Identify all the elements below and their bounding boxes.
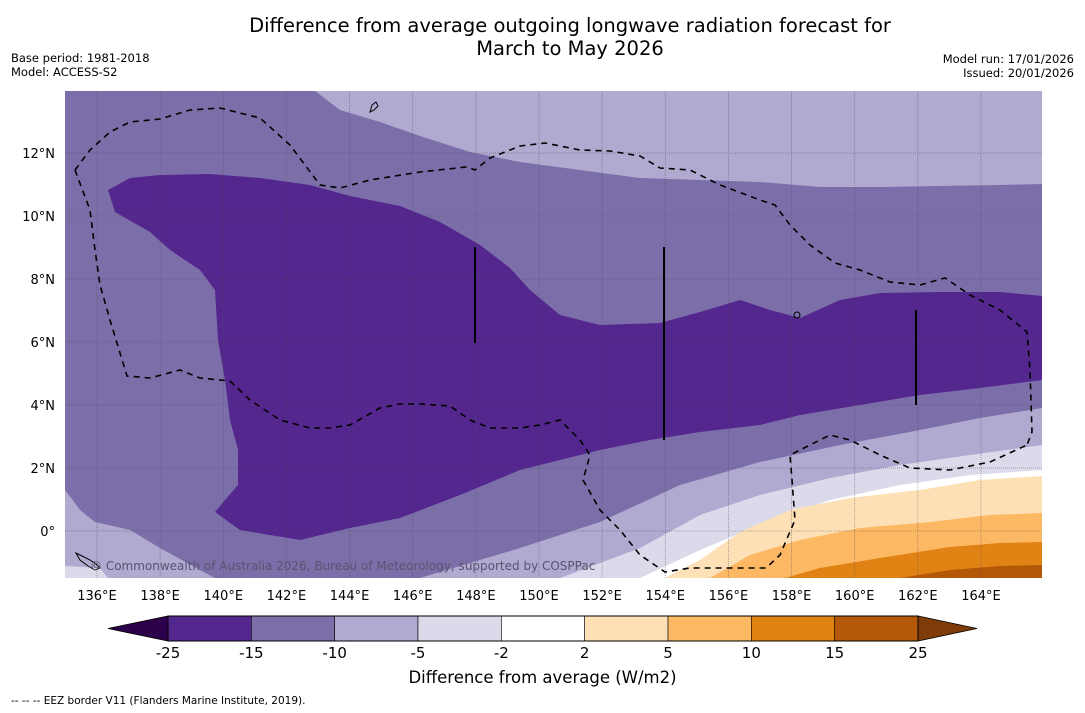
eez-border-west [74, 107, 1033, 446]
y-tick-label: 8°N [31, 273, 56, 288]
title-line-1: Difference from average outgoing longwav… [249, 14, 891, 37]
colorbar-swatch [167, 615, 252, 642]
colorbar-tick-label: 10 [742, 644, 761, 662]
issued-date: Issued: 20/01/2026 [963, 66, 1074, 80]
x-axis-ticks: 136°E 138°E 140°E 142°E 144°E 146°E 148°E 150°E… [77, 589, 1000, 604]
meta-right: Model run: 17/01/2026 Issued: 20/01/2026 [943, 52, 1074, 80]
y-tick-label: 4°N [31, 399, 56, 414]
y-tick-label: 6°N [31, 336, 56, 351]
y-tick-label: 2°N [31, 462, 56, 477]
colorbar-swatch [251, 615, 335, 642]
model-name: Model: ACCESS-S2 [11, 65, 118, 79]
colorbar-swatch [417, 615, 502, 642]
colorbar-extend-low [107, 615, 169, 642]
x-tick-label: 136°E [77, 589, 117, 604]
colorbar-tick-label: 5 [663, 644, 673, 662]
base-period: Base period: 1981-2018 [11, 51, 150, 65]
y-tick-label: 10°N [22, 210, 55, 225]
x-tick-label: 140°E [204, 589, 244, 604]
colorbar-tick-label: 25 [908, 644, 927, 662]
x-tick-label: 138°E [140, 589, 180, 604]
colorbar-tick-label: 15 [825, 644, 844, 662]
colorbar-swatch [751, 615, 835, 642]
island-guam [369, 101, 379, 113]
colorbar-label: Difference from average (W/m2) [408, 668, 677, 687]
x-tick-label: 162°E [898, 589, 938, 604]
island-papua-coast [74, 551, 101, 571]
colorbar-swatch [584, 615, 669, 642]
meta-left: Base period: 1981-2018 Model: ACCESS-S2 [11, 51, 150, 79]
eez-legend-note: -- -- -- EEZ border V11 (Flanders Marine… [11, 695, 306, 707]
band-core-minus25-minus15 [108, 174, 1042, 540]
colorbar-tick-label: -5 [411, 644, 426, 662]
island-small-circle [793, 311, 801, 319]
colorbar: -25 -15 -10 -5 -2 2 5 10 15 25 [107, 615, 978, 662]
x-tick-label: 160°E [835, 589, 875, 604]
eez-borders [74, 107, 1033, 573]
model-run: Model run: 17/01/2026 [942, 52, 1074, 66]
coastlines [74, 101, 801, 571]
x-tick-label: 144°E [330, 589, 370, 604]
colorbar-tick-label: -25 [156, 644, 181, 662]
x-tick-label: 152°E [582, 589, 622, 604]
title-line-2: March to May 2026 [476, 37, 664, 60]
colorbar-tick-label: -2 [494, 644, 509, 662]
x-tick-label: 148°E [456, 589, 496, 604]
station-markers [474, 247, 917, 440]
band-sw-minus10-minus5 [65, 490, 215, 578]
x-tick-label: 146°E [393, 589, 433, 604]
x-tick-label: 150°E [519, 589, 559, 604]
colorbar-tick-label: -10 [322, 644, 347, 662]
colorbar-swatch [334, 615, 419, 642]
x-tick-label: 142°E [267, 589, 307, 604]
map-title: Difference from average outgoing longwav… [0, 14, 1085, 60]
x-tick-label: 154°E [645, 589, 685, 604]
colorbar-swatch [501, 615, 585, 642]
colorbar-tick-label: -15 [239, 644, 264, 662]
colorbar-extend-high [917, 615, 978, 642]
x-tick-label: 164°E [961, 589, 1001, 604]
eez-border-west-lower [74, 169, 1028, 573]
copyright-text: © Commonwealth of Australia 2026, Bureau… [90, 559, 595, 573]
map-plot-area: © Commonwealth of Australia 2026, Bureau… [65, 91, 1042, 578]
y-tick-label: 0° [40, 525, 55, 540]
band-north-minus10-minus5 [315, 91, 1042, 187]
y-axis-ticks: 0° 2°N 4°N 6°N 8°N 10°N 12°N [22, 147, 55, 540]
colorbar-swatch [667, 615, 752, 642]
band-se-15-25 [900, 565, 1042, 578]
gridlines [65, 91, 1042, 578]
colorbar-tick-label: 2 [580, 644, 590, 662]
colorbar-outline [167, 615, 919, 642]
colorbar-swatch [834, 615, 919, 642]
y-tick-label: 12°N [22, 147, 55, 162]
x-tick-label: 156°E [709, 589, 749, 604]
x-tick-label: 158°E [772, 589, 812, 604]
